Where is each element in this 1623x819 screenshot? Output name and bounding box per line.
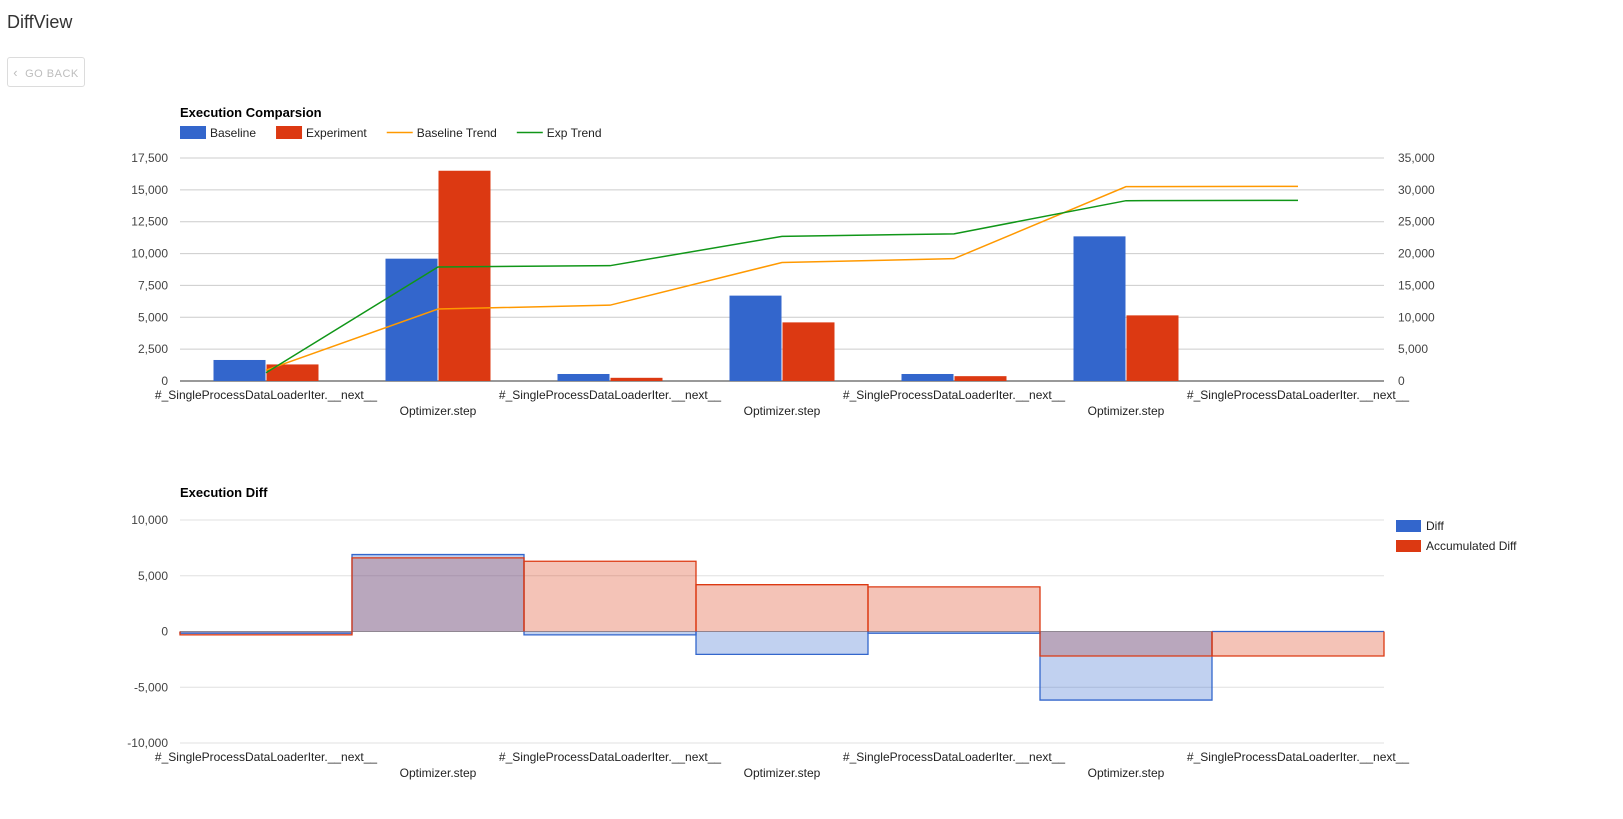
- legend-swatch-0: [180, 126, 206, 139]
- legend-swatch-0: [1396, 520, 1421, 532]
- x-tick-label: #_SingleProcessDataLoaderIter.__next__: [155, 750, 377, 764]
- step-diff: [1039, 631, 1213, 701]
- x-tick-label: Optimizer.step: [1088, 404, 1165, 418]
- x-tick-label: Optimizer.step: [400, 766, 477, 780]
- bar-experiment: [1126, 315, 1179, 381]
- x-tick-label: Optimizer.step: [744, 404, 821, 418]
- y2-tick-label: 25,000: [1398, 215, 1435, 229]
- legend-label-0: Baseline: [210, 126, 256, 140]
- legend-label-2: Baseline Trend: [417, 126, 497, 140]
- y2-tick-label: 30,000: [1398, 183, 1435, 197]
- bar-experiment: [954, 376, 1007, 381]
- step-accumulated-diff: [867, 586, 1041, 632]
- bar-baseline: [1073, 236, 1126, 381]
- x-tick-label: Optimizer.step: [744, 766, 821, 780]
- y-tick-label: 7,500: [138, 278, 168, 292]
- y-tick-label: -10,000: [127, 736, 168, 750]
- bar-baseline: [213, 359, 266, 381]
- chart-title: Execution Comparsion: [180, 105, 322, 120]
- bar-experiment: [782, 322, 835, 381]
- line-exp-trend: [265, 199, 1299, 374]
- bar-baseline: [729, 295, 782, 381]
- y-tick-label: 17,500: [131, 151, 168, 165]
- go-back-button[interactable]: ‹ GO BACK: [7, 57, 85, 87]
- x-tick-label: #_SingleProcessDataLoaderIter.__next__: [843, 750, 1065, 764]
- y2-tick-label: 5,000: [1398, 342, 1428, 356]
- y-tick-label: 2,500: [138, 342, 168, 356]
- x-tick-label: #_SingleProcessDataLoaderIter.__next__: [499, 750, 721, 764]
- y-tick-label: 10,000: [131, 247, 168, 261]
- legend-swatch-1: [1396, 540, 1421, 552]
- legend-label-0: Diff: [1426, 519, 1444, 533]
- x-tick-label: #_SingleProcessDataLoaderIter.__next__: [843, 388, 1065, 402]
- y2-tick-label: 15,000: [1398, 278, 1435, 292]
- legend-label-3: Exp Trend: [547, 126, 602, 140]
- step-accumulated-diff: [1211, 631, 1385, 657]
- x-tick-label: #_SingleProcessDataLoaderIter.__next__: [1187, 388, 1409, 402]
- y2-tick-label: 10,000: [1398, 310, 1435, 324]
- area-diff: [180, 554, 1384, 701]
- area-accumulated-diff: [180, 557, 1384, 657]
- x-tick-label: Optimizer.step: [400, 404, 477, 418]
- bar-baseline: [557, 373, 610, 381]
- line-baseline-trend: [265, 185, 1299, 371]
- step-accumulated-diff: [179, 631, 353, 636]
- chart-title: Execution Diff: [180, 485, 268, 500]
- bar-experiment: [266, 364, 319, 381]
- bar-experiment: [610, 377, 663, 381]
- y-tick-label: 5,000: [138, 569, 168, 583]
- y-tick-label: 5,000: [138, 310, 168, 324]
- y-tick-label: 10,000: [131, 513, 168, 527]
- legend-swatch-1: [276, 126, 303, 139]
- x-tick-label: #_SingleProcessDataLoaderIter.__next__: [499, 388, 721, 402]
- x-tick-label: #_SingleProcessDataLoaderIter.__next__: [155, 388, 377, 402]
- y-tick-label: 0: [161, 374, 168, 388]
- x-tick-label: Optimizer.step: [1088, 766, 1165, 780]
- x-tick-label: #_SingleProcessDataLoaderIter.__next__: [1187, 750, 1409, 764]
- y-tick-label: 15,000: [131, 183, 168, 197]
- chevron-left-icon: ‹: [13, 64, 19, 80]
- legend-label-1: Accumulated Diff: [1426, 539, 1517, 553]
- step-diff: [695, 631, 869, 656]
- y2-tick-label: 35,000: [1398, 151, 1435, 165]
- legend-label-1: Experiment: [306, 126, 367, 140]
- bar-baseline: [901, 373, 954, 381]
- y-tick-label: 0: [161, 625, 168, 639]
- y-tick-label: -5,000: [134, 680, 168, 694]
- y2-tick-label: 20,000: [1398, 247, 1435, 261]
- bar-experiment: [438, 170, 491, 381]
- y2-tick-label: 0: [1398, 374, 1405, 388]
- y-tick-label: 12,500: [131, 215, 168, 229]
- page-title: DiffView: [7, 12, 73, 32]
- execution-comparison-chart: Execution Comparsion Baseline Experiment Ba…: [131, 105, 1435, 418]
- bar-baseline: [385, 258, 438, 381]
- go-back-label: GO BACK: [25, 67, 79, 80]
